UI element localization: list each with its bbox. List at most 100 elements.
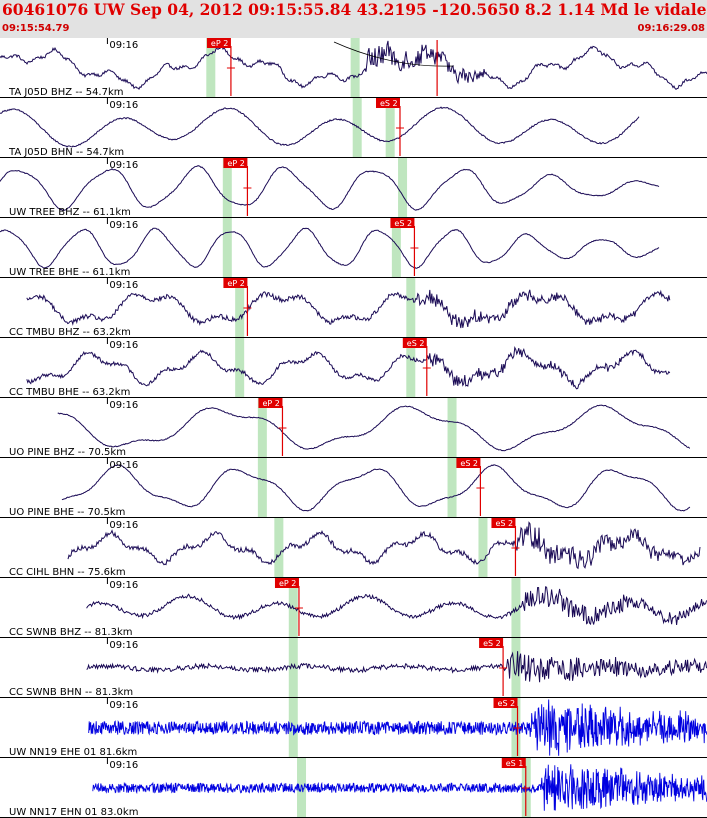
station-label: TA J05D BHN -- 54.7km [8, 147, 124, 158]
pick-label: eP 2 [279, 579, 296, 588]
station-label: CC SWNB BHN -- 81.3km [9, 687, 133, 698]
arrival-window [385, 98, 395, 158]
pick-flag[interactable] [375, 98, 400, 108]
tick-label: 09:16 [109, 340, 138, 351]
arrival-window [257, 398, 267, 458]
pick-flag[interactable] [390, 218, 415, 228]
tick-label: 09:16 [109, 40, 138, 51]
arrival-window [447, 458, 457, 518]
arrival-window [235, 338, 245, 398]
station-label: CC TMBU BHZ -- 63.2km [9, 327, 131, 338]
end-time: 09:16:29.08 [637, 23, 705, 34]
pick-flag[interactable] [493, 698, 518, 708]
fit-curve [333, 41, 454, 67]
waveform-trace [86, 651, 707, 683]
tick-label: 09:16 [109, 760, 138, 771]
waveform-trace [26, 289, 671, 329]
arrival-window [406, 338, 416, 398]
pick-flag[interactable] [501, 758, 526, 768]
station-label: UW NN17 EHN 01 83.0km [9, 807, 138, 818]
waveform-trace [57, 404, 691, 452]
pick-label: eP 2 [211, 39, 228, 48]
station-label: UW TREE BHE -- 61.1km [9, 267, 130, 278]
pick-flag[interactable] [479, 638, 504, 648]
waveform-trace [88, 699, 707, 756]
tick-label: 09:16 [109, 460, 138, 471]
pick-label: eS 2 [495, 519, 513, 528]
waveform-trace [0, 227, 660, 269]
arrival-window [297, 758, 307, 818]
trace-panel: 09:16 eS 2 UO PINE BHE -- 70.5km [0, 458, 707, 518]
arrival-window [257, 458, 267, 518]
pick-flag[interactable] [223, 278, 248, 288]
pick-flag[interactable] [223, 158, 248, 168]
arrival-window [391, 218, 401, 278]
station-label: CC TMBU BHE -- 63.2km [9, 387, 130, 398]
station-label: UO PINE BHE -- 70.5km [9, 507, 125, 518]
trace-panel: 09:16 eS 2 CC CIHL BHN -- 75.6km [0, 518, 707, 578]
station-label: TA J05D BHZ -- 54.7km [8, 87, 124, 98]
arrival-window [222, 218, 232, 278]
trace-panel: 09:16 eP 2 CC SWNB BHZ -- 81.3km [0, 578, 707, 638]
station-label: CC CIHL BHN -- 75.6km [9, 567, 126, 578]
waveform-trace [26, 345, 671, 390]
pick-label: eS 2 [460, 459, 478, 468]
start-time: 09:15:54.79 [2, 23, 70, 34]
pick-label: eS 2 [407, 339, 425, 348]
pick-label: eP 2 [227, 159, 244, 168]
tick-label: 09:16 [109, 640, 138, 651]
pick-label: eS 2 [498, 699, 516, 708]
waveform-trace [92, 764, 707, 811]
arrival-window [447, 398, 457, 458]
pick-flag[interactable] [491, 518, 516, 528]
pick-flag[interactable] [456, 458, 481, 468]
arrival-window [206, 38, 216, 98]
pick-flag[interactable] [402, 338, 427, 348]
pick-flag[interactable] [206, 38, 231, 48]
waveform-trace [67, 521, 701, 570]
arrival-window [274, 518, 284, 578]
trace-panel: 09:16 eS 2 CC SWNB BHN -- 81.3km [0, 638, 707, 698]
arrival-window [352, 98, 362, 158]
trace-panel: 09:16 eS 2 TA J05D BHN -- 54.7km [0, 98, 707, 158]
seismogram-plot: 09:16 eP 2 TA J05D BHZ -- 54.7km 09:16 eS 2 T… [0, 38, 707, 818]
pick-label: eP 2 [227, 279, 244, 288]
pick-flag[interactable] [274, 578, 299, 588]
pick-label: eS 2 [380, 99, 398, 108]
waveform-trace [0, 40, 707, 90]
trace-panel: 09:16 eP 2 CC TMBU BHZ -- 63.2km [0, 278, 707, 338]
waveform-trace [86, 586, 707, 626]
arrival-window [478, 518, 488, 578]
tick-label: 09:16 [109, 700, 138, 711]
arrival-window [235, 278, 245, 338]
tick-label: 09:16 [109, 280, 138, 291]
trace-panel: 09:16 eS 1 UW NN17 EHN 01 83.0km [0, 758, 707, 818]
arrival-window [398, 158, 408, 218]
arrival-window [222, 158, 232, 218]
pick-flag[interactable] [258, 398, 283, 408]
trace-panel: 09:16 eS 2 UW TREE BHE -- 61.1km [0, 218, 707, 278]
arrival-window [350, 38, 360, 98]
pick-label: eS 2 [394, 219, 412, 228]
pick-label: eP 2 [262, 399, 279, 408]
station-label: UW NN19 EHE 01 81.6km [9, 747, 137, 758]
tick-label: 09:16 [109, 580, 138, 591]
waveform-trace [0, 165, 660, 211]
event-title: 60461076 UW Sep 04, 2012 09:15:55.84 43.… [2, 0, 707, 19]
waveform-trace [0, 106, 640, 148]
pick-label: eS 1 [506, 759, 524, 768]
trace-panel: 09:16 eS 2 CC TMBU BHE -- 63.2km [0, 338, 707, 398]
pick-label: eS 2 [483, 639, 501, 648]
station-label: CC SWNB BHZ -- 81.3km [9, 627, 133, 638]
tick-label: 09:16 [109, 160, 138, 171]
trace-panel: 09:16 eP 2 UW TREE BHZ -- 61.1km [0, 158, 707, 218]
arrival-window [511, 638, 521, 698]
trace-panel: 09:16 eP 2 TA J05D BHZ -- 54.7km [0, 38, 707, 98]
trace-panel: 09:16 eP 2 UO PINE BHZ -- 70.5km [0, 398, 707, 458]
tick-label: 09:16 [109, 220, 138, 231]
arrival-window [406, 278, 416, 338]
station-label: UW TREE BHZ -- 61.1km [9, 207, 131, 218]
waveform-trace [61, 464, 691, 512]
trace-panel: 09:16 eS 2 UW NN19 EHE 01 81.6km [0, 698, 707, 758]
header-bar: 60461076 UW Sep 04, 2012 09:15:55.84 43.… [0, 0, 707, 38]
